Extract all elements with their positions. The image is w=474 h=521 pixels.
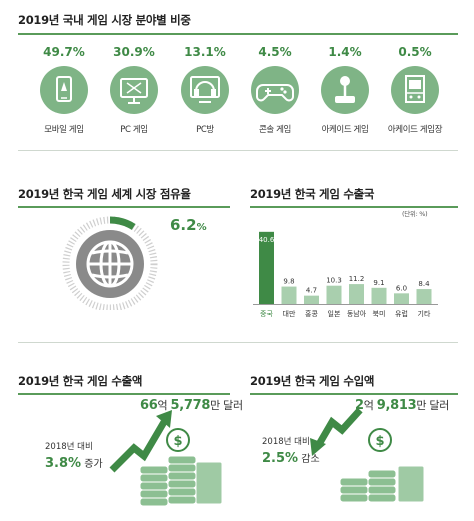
segment-circle (181, 66, 229, 114)
svg-text:$: $ (173, 434, 182, 449)
segment-circle (321, 66, 369, 114)
category-label: 기타 (418, 309, 431, 318)
bar (326, 285, 342, 304)
segment-circle (110, 66, 158, 114)
gamepad-icon (256, 84, 294, 102)
imports-amount: 2억 9,813만 달러 (355, 398, 450, 413)
bar (349, 284, 364, 304)
segment-label: 모바일 게임 (44, 125, 84, 135)
segment-percent: 1.4% (328, 45, 362, 59)
section-divider (18, 150, 458, 151)
segment-item: 49.7% 모바일 게임 (26, 45, 102, 135)
imports-graphic: $ (310, 408, 425, 503)
segment-label: 아케이드 게임장 (387, 125, 443, 135)
export-countries-bar-chart: 40.6 중국 9.8 대만 4.7 홍콩 10.3 일본 11.2 동남아 9.1 북미 6.0 유럽 8… (253, 231, 438, 318)
exports-amount: 66억 5,778만 달러 (140, 398, 243, 413)
category-label: 동남아 (347, 309, 367, 318)
section-divider (18, 342, 458, 343)
imports-compare: 2.5% 감소 (262, 451, 320, 466)
bar-value-label: 6.0 (396, 284, 407, 292)
exports-compare: 3.8% 증가 (45, 456, 103, 471)
segment-item: 4.5% 콘솔 게임 (237, 45, 313, 135)
bar (371, 287, 387, 304)
arcade-cabinet-icon (405, 75, 425, 103)
section-rule (250, 206, 458, 208)
bar-value-label: 4.7 (306, 287, 317, 295)
svg-text:$: $ (375, 434, 384, 449)
dotted-ring (62, 216, 158, 310)
mobile-icon (56, 76, 72, 102)
category-label: 북미 (373, 309, 386, 318)
market-share-title: 2019년 국내 게임 시장 분야별 비중 (18, 13, 191, 27)
segment-label: PC 게임 (120, 125, 148, 135)
segment-percent: 49.7% (43, 45, 85, 59)
segment-item: 30.9% PC 게임 (96, 45, 172, 135)
bar-value-label: 8.4 (418, 280, 430, 288)
exports-title: 2019년 한국 게임 수출액 (18, 374, 143, 388)
bar (281, 286, 297, 304)
segment-circle (40, 66, 88, 114)
segment-circle (251, 66, 299, 114)
bar-value-label: 9.1 (373, 279, 384, 287)
arrow-up-icon (109, 410, 172, 473)
bar (416, 289, 432, 304)
segment-item: 1.4% 아케이드 게임 (307, 45, 383, 135)
headset-icon (190, 76, 220, 103)
bar (259, 231, 274, 304)
exports-compare-label: 2018년 대비 (45, 442, 93, 452)
money-stack-icon (339, 465, 425, 503)
bar (304, 295, 319, 304)
section-rule (18, 33, 458, 35)
category-label: 중국 (260, 310, 273, 318)
joystick-icon (335, 76, 355, 103)
section-rule (18, 393, 230, 395)
world-share-value: 6.2% (170, 216, 207, 234)
bar-value-label: 9.8 (283, 278, 294, 286)
segment-item: 13.1% PC방 (167, 45, 243, 135)
segment-label: 콘솔 게임 (259, 125, 291, 135)
category-label: 유럽 (395, 309, 408, 318)
section-rule (18, 206, 230, 208)
dollar-coin-icon: $ (368, 428, 392, 452)
monitor-icon (120, 78, 148, 104)
segment-circle (391, 66, 439, 114)
segment-percent: 13.1% (184, 45, 226, 59)
exports-graphic: $ (109, 410, 223, 507)
segment-label: 아케이드 게임 (321, 125, 369, 135)
category-label: 일본 (328, 309, 341, 318)
money-stack-icon (139, 455, 223, 507)
bar (394, 293, 409, 304)
category-label: 대만 (283, 309, 296, 318)
world-share-title: 2019년 한국 게임 세계 시장 점유율 (18, 187, 191, 201)
imports-compare-label: 2018년 대비 (262, 437, 310, 447)
arrow-down-icon (310, 408, 363, 456)
segment-label: PC방 (196, 125, 214, 135)
bar-value-label: 10.3 (326, 277, 342, 285)
export-countries-title: 2019년 한국 게임 수출국 (250, 187, 375, 201)
bar-value-label: 40.6 (259, 236, 275, 244)
category-label: 홍콩 (305, 309, 318, 318)
segment-percent: 0.5% (398, 45, 432, 59)
imports-title: 2019년 한국 게임 수입액 (250, 374, 375, 388)
bar-value-label: 11.2 (349, 275, 365, 283)
section-rule (250, 393, 458, 395)
world-share-graphic (62, 216, 158, 310)
share-arc (109, 216, 136, 230)
dollar-coin-icon: $ (166, 428, 190, 452)
globe-icon (86, 240, 134, 288)
segment-item: 0.5% 아케이드 게임장 (377, 45, 453, 135)
segment-percent: 4.5% (258, 45, 292, 59)
chart-unit-label: (단위: %) (402, 210, 428, 218)
segment-percent: 30.9% (113, 45, 155, 59)
